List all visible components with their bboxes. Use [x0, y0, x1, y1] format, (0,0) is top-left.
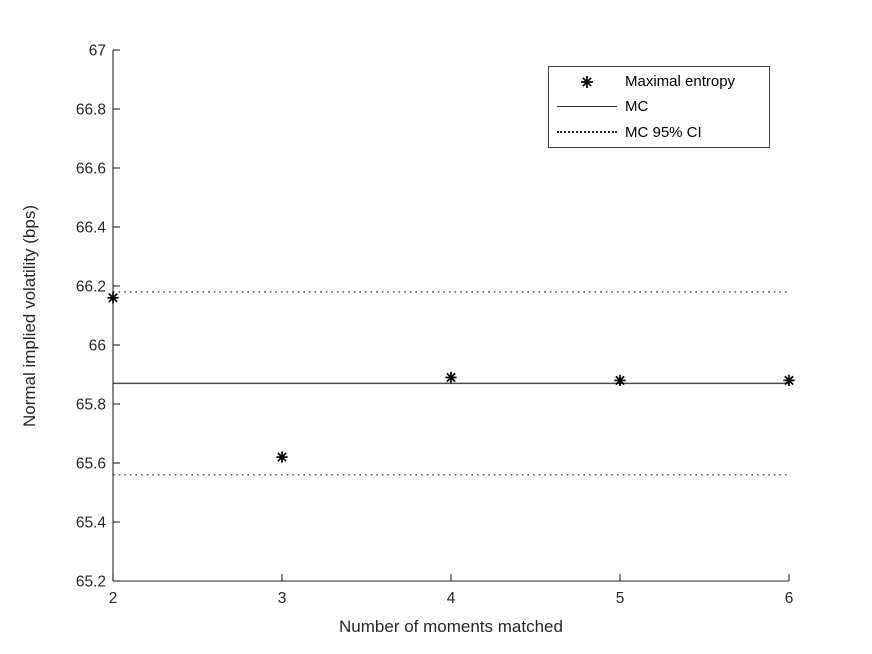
svg-text:3: 3 — [278, 590, 287, 607]
dotted-line-icon — [549, 131, 625, 134]
asterisk-marker-icon — [549, 74, 625, 90]
svg-text:66.4: 66.4 — [76, 220, 107, 237]
svg-text:5: 5 — [616, 590, 625, 607]
solid-line-icon — [549, 106, 625, 108]
legend-label: Maximal entropy — [625, 73, 736, 91]
svg-text:4: 4 — [447, 590, 456, 607]
svg-text:66.6: 66.6 — [76, 161, 106, 178]
svg-text:65.4: 65.4 — [76, 515, 107, 532]
legend-item-mc-ci: MC 95% CI — [549, 120, 769, 145]
svg-text:2: 2 — [109, 590, 118, 607]
svg-text:66.2: 66.2 — [76, 279, 106, 296]
svg-text:66.8: 66.8 — [76, 102, 106, 119]
svg-text:6: 6 — [785, 590, 794, 607]
legend-label: MC — [625, 98, 649, 116]
y-axis-label: Normal implied volatility (bps) — [20, 205, 39, 428]
legend-item-maximal-entropy: Maximal entropy — [549, 69, 769, 94]
svg-text:65.6: 65.6 — [76, 456, 106, 473]
legend-item-mc: MC — [549, 94, 769, 119]
legend-box: Maximal entropy MC MC 95% CI — [548, 66, 770, 148]
x-axis-label: Number of moments matched — [339, 617, 563, 636]
svg-text:65.2: 65.2 — [76, 574, 106, 591]
svg-text:66: 66 — [89, 338, 106, 355]
svg-text:67: 67 — [89, 43, 106, 60]
legend-label: MC 95% CI — [625, 123, 702, 141]
svg-text:65.8: 65.8 — [76, 397, 106, 414]
